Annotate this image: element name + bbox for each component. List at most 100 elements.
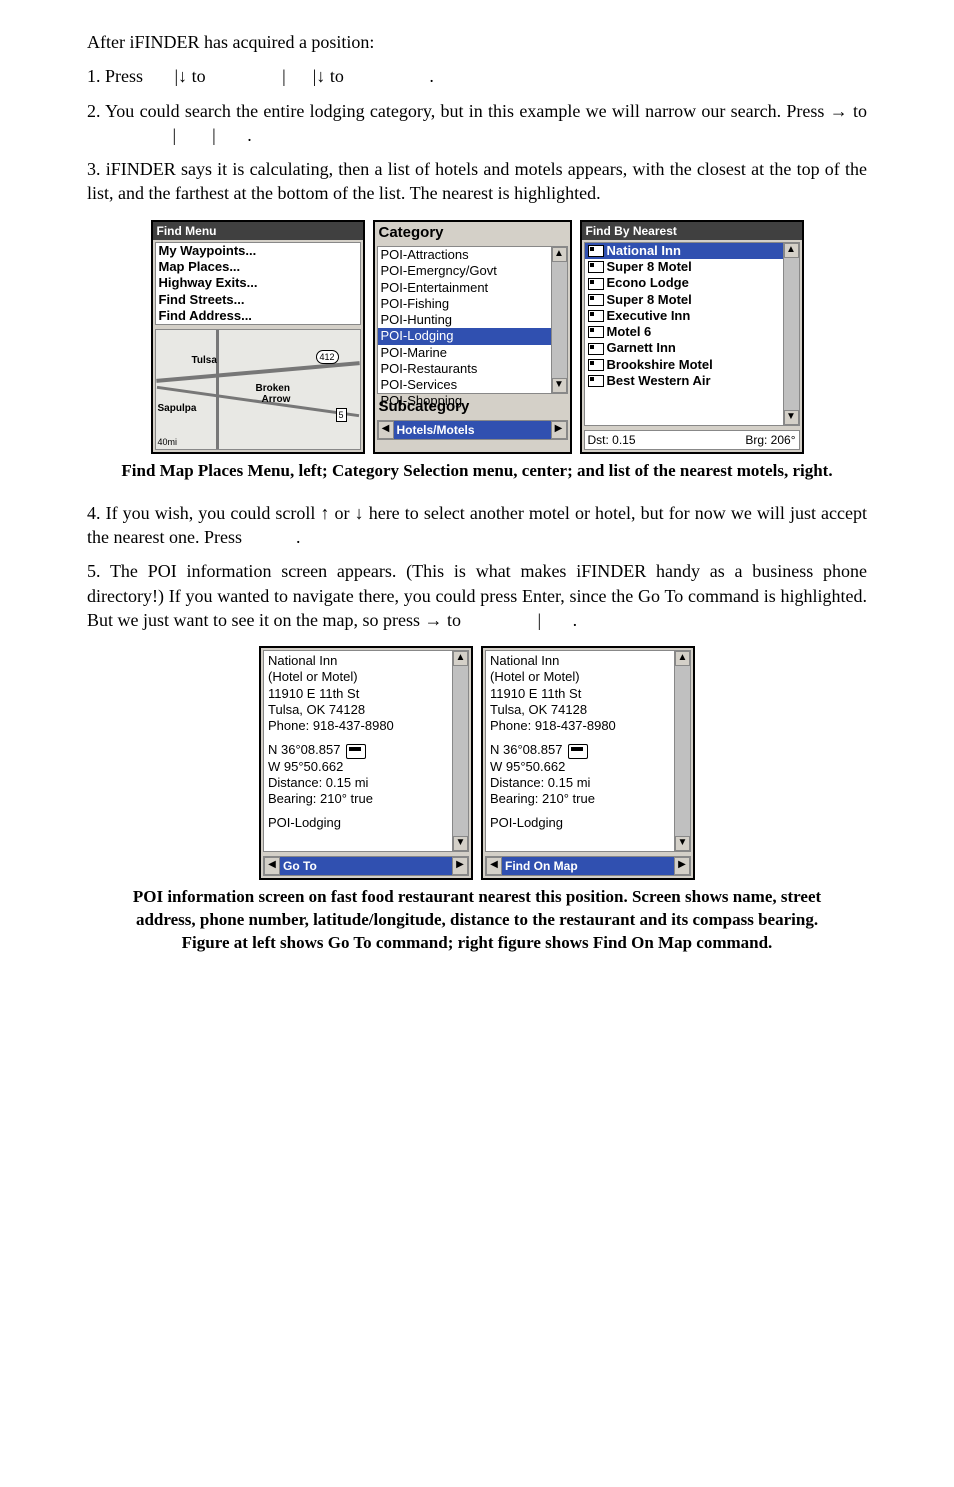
poi-phone: Phone: 918-437-8980 (490, 718, 686, 734)
scrollbar[interactable]: ▲ ▼ (783, 243, 799, 425)
nearest-list[interactable]: National InnSuper 8 MotelEcono LodgeSupe… (584, 242, 800, 426)
list-item[interactable]: Highway Exits... (156, 275, 360, 291)
list-item[interactable]: POI-Hunting (378, 312, 551, 328)
list-item[interactable]: Econo Lodge (585, 275, 783, 291)
poi-type: (Hotel or Motel) (490, 669, 686, 685)
list-item[interactable]: Super 8 Motel (585, 259, 783, 275)
bed-icon (588, 326, 604, 338)
step2-text: 2. You could search the entire lodging c… (87, 101, 867, 121)
list-item[interactable]: Best Western Air (585, 373, 783, 389)
list-item[interactable]: POI-Services (378, 377, 551, 393)
step4-text: 4. If you wish, you could scroll ↑ or ↓ … (87, 503, 867, 547)
arrow-left-icon[interactable]: ◀ (378, 421, 394, 439)
subcategory-value: Hotels/Motels (394, 421, 551, 439)
list-item[interactable]: POI-Emergncy/Govt (378, 263, 551, 279)
arrow-left-icon[interactable]: ◀ (264, 857, 280, 875)
list-item-label: Super 8 Motel (607, 259, 692, 275)
scroll-down-icon[interactable]: ▼ (453, 836, 468, 851)
poi-type: (Hotel or Motel) (268, 669, 464, 685)
category-screen: Category POI-AttractionsPOI-Emergncy/Gov… (373, 220, 572, 454)
subcategory-selector[interactable]: ◀ Hotels/Motels ▶ (377, 420, 568, 440)
step-4: 4. If you wish, you could scroll ↑ or ↓ … (87, 501, 867, 550)
scrollbar[interactable]: ▲ ▼ (551, 247, 567, 393)
intro-text: After iFINDER has acquired a position: (87, 30, 867, 54)
list-item-label: Motel 6 (607, 324, 652, 340)
bed-icon (588, 343, 604, 355)
map-scale: 40mi (158, 436, 178, 448)
command-selector[interactable]: ◀ Go To ▶ (263, 856, 469, 876)
poi-category: POI-Lodging (490, 815, 686, 831)
poi-lat: N 36°08.857 (268, 742, 340, 757)
poi-distance: Distance: 0.15 mi (268, 775, 464, 791)
scrollbar[interactable]: ▲ ▼ (674, 651, 690, 851)
poi-name: National Inn (268, 653, 464, 669)
scroll-down-icon[interactable]: ▼ (675, 836, 690, 851)
arrow-right-icon[interactable]: ▶ (452, 857, 468, 875)
poi-phone: Phone: 918-437-8980 (268, 718, 464, 734)
list-item[interactable]: POI-Attractions (378, 247, 551, 263)
step1-bar: | (282, 66, 286, 86)
scroll-up-icon[interactable]: ▲ (784, 243, 799, 258)
arrow-left-icon[interactable]: ◀ (486, 857, 502, 875)
list-item[interactable]: POI-Entertainment (378, 280, 551, 296)
category-list[interactable]: POI-AttractionsPOI-Emergncy/GovtPOI-Ente… (377, 246, 568, 394)
figure-row-1: Find Menu My Waypoints... Map Places... … (87, 220, 867, 454)
map-label: Arrow (262, 393, 291, 407)
poi-bearing: Bearing: 210° true (490, 791, 686, 807)
list-item[interactable]: Find Address... (156, 308, 360, 324)
list-item[interactable]: Garnett Inn (585, 340, 783, 356)
scrollbar[interactable]: ▲ ▼ (452, 651, 468, 851)
list-item[interactable]: POI-Restaurants (378, 361, 551, 377)
status-bearing: Brg: 206° (745, 432, 795, 448)
poi-info-body: National Inn (Hotel or Motel) 11910 E 11… (485, 650, 691, 852)
scroll-up-icon[interactable]: ▲ (552, 247, 567, 262)
caption-1: Find Map Places Menu, left; Category Sel… (117, 460, 837, 483)
list-item[interactable]: Brookshire Motel (585, 357, 783, 373)
route-marker: 5 (336, 408, 347, 422)
bed-icon (588, 261, 604, 273)
list-item[interactable]: Map Places... (156, 259, 360, 275)
step-2: 2. You could search the entire lodging c… (87, 99, 867, 148)
list-item[interactable]: Super 8 Motel (585, 292, 783, 308)
step-5: 5. The POI information screen appears. (… (87, 559, 867, 632)
nearest-title: Find By Nearest (582, 222, 802, 240)
command-selector[interactable]: ◀ Find On Map ▶ (485, 856, 691, 876)
arrow-right-icon[interactable]: ▶ (551, 421, 567, 439)
step5-text: 5. The POI information screen appears. (… (87, 561, 867, 630)
list-item[interactable]: Find Streets... (156, 292, 360, 308)
list-item[interactable]: National Inn (585, 243, 783, 259)
list-item[interactable]: POI-Lodging (378, 328, 551, 344)
arrow-right-icon[interactable]: ▶ (674, 857, 690, 875)
nearest-screen: Find By Nearest National InnSuper 8 Mote… (580, 220, 804, 454)
poi-category: POI-Lodging (268, 815, 464, 831)
caption-2: POI information screen on fast food rest… (117, 886, 837, 955)
scroll-down-icon[interactable]: ▼ (552, 378, 567, 393)
figure-row-2: National Inn (Hotel or Motel) 11910 E 11… (87, 646, 867, 880)
nearest-status: Dst: 0.15 Brg: 206° (584, 430, 800, 450)
poi-address: 11910 E 11th St (490, 686, 686, 702)
find-menu-screen: Find Menu My Waypoints... Map Places... … (151, 220, 365, 454)
scroll-up-icon[interactable]: ▲ (453, 651, 468, 666)
poi-info-screen-goto: National Inn (Hotel or Motel) 11910 E 11… (259, 646, 473, 880)
list-item[interactable]: POI-Fishing (378, 296, 551, 312)
poi-city: Tulsa, OK 74128 (490, 702, 686, 718)
map-preview: Tulsa Broken Arrow Sapulpa 412 5 40mi (155, 329, 361, 450)
list-item-label: Executive Inn (607, 308, 691, 324)
list-item[interactable]: My Waypoints... (156, 243, 360, 259)
step-3: 3. iFINDER says it is calculating, then … (87, 157, 867, 206)
scroll-up-icon[interactable]: ▲ (675, 651, 690, 666)
list-item-label: Brookshire Motel (607, 357, 713, 373)
list-item[interactable]: Motel 6 (585, 324, 783, 340)
list-item[interactable]: Executive Inn (585, 308, 783, 324)
find-menu-list[interactable]: My Waypoints... Map Places... Highway Ex… (155, 242, 361, 325)
list-item-label: Super 8 Motel (607, 292, 692, 308)
poi-bearing: Bearing: 210° true (268, 791, 464, 807)
list-item[interactable]: POI-Marine (378, 345, 551, 361)
poi-lat: N 36°08.857 (490, 742, 562, 757)
step2-tail: | | . (173, 125, 252, 145)
scroll-down-icon[interactable]: ▼ (784, 410, 799, 425)
command-value: Go To (280, 857, 452, 875)
bed-icon (588, 245, 604, 257)
step1-period: . (429, 66, 434, 86)
poi-distance: Distance: 0.15 mi (490, 775, 686, 791)
